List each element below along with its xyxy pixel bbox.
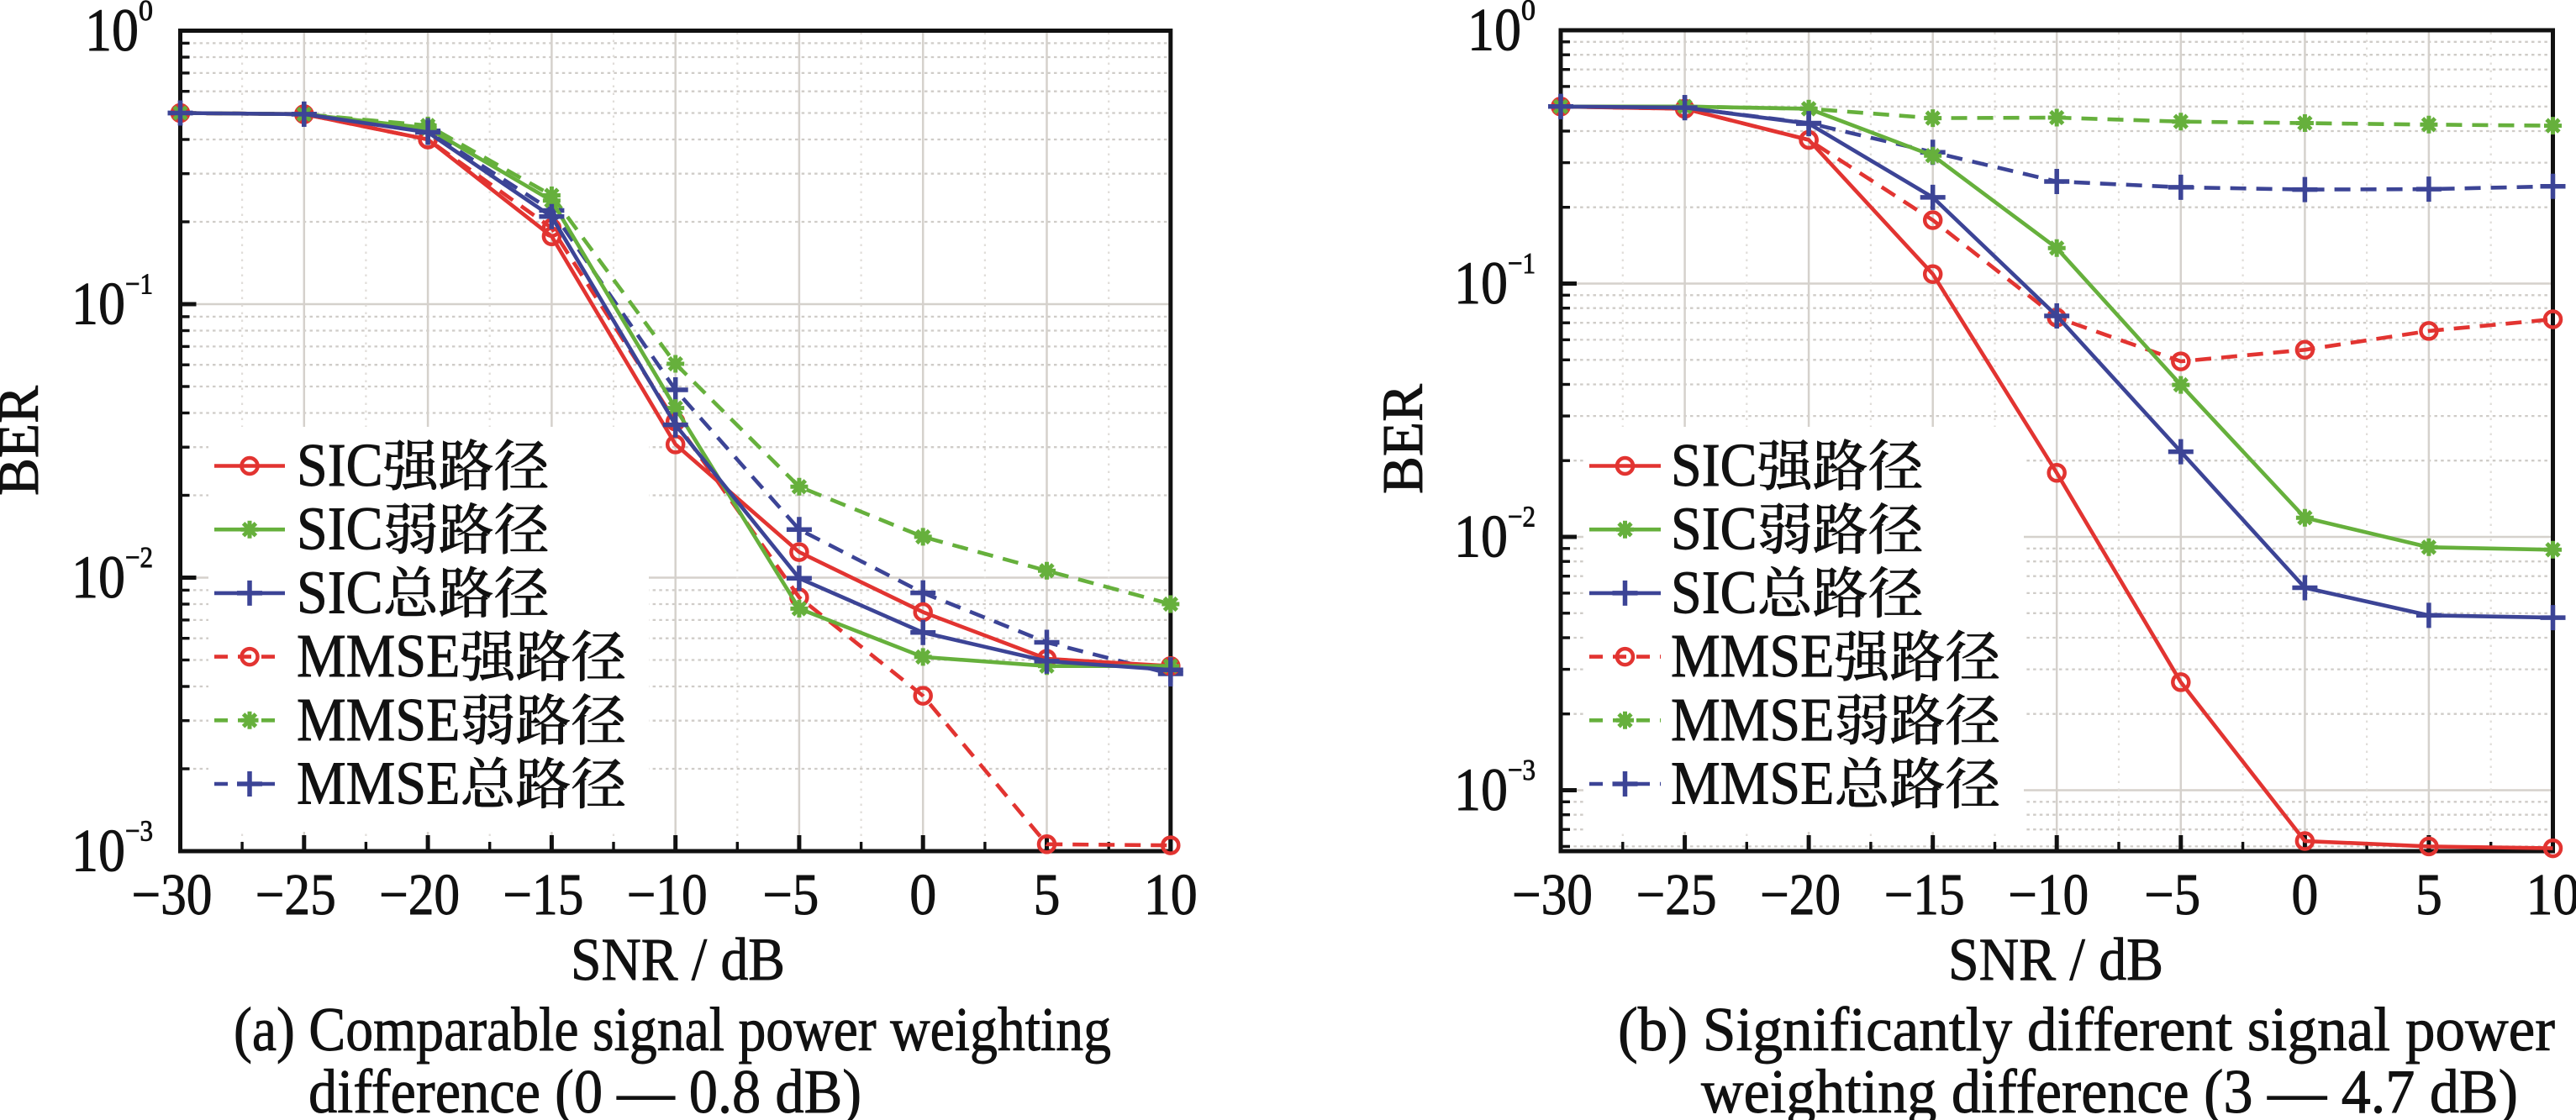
svg-text:BER: BER (1371, 384, 1435, 494)
svg-text:10: 10 (71, 544, 125, 611)
svg-text:5: 5 (2415, 863, 2442, 928)
svg-text:−20: −20 (1760, 863, 1841, 928)
svg-text:0: 0 (2291, 863, 2318, 928)
svg-text:MMSE: MMSE (1671, 749, 1834, 818)
svg-text:10: 10 (85, 0, 139, 64)
svg-text:0: 0 (1521, 0, 1536, 27)
svg-text:MMSE: MMSE (297, 686, 460, 754)
svg-text:SNR / dB: SNR / dB (571, 926, 785, 993)
svg-text:MMSE: MMSE (297, 749, 460, 818)
svg-text:10: 10 (1454, 250, 1508, 317)
svg-text:−1: −1 (125, 268, 153, 301)
svg-text:−25: −25 (255, 863, 336, 928)
svg-text:BER: BER (0, 386, 50, 496)
svg-text:10: 10 (1467, 0, 1521, 64)
svg-text:5: 5 (1034, 863, 1061, 928)
svg-text:(b) Significantly different si: (b) Significantly different signal power (1618, 996, 2555, 1065)
svg-text:MMSE: MMSE (297, 622, 460, 690)
svg-text:−1: −1 (1508, 247, 1536, 280)
svg-text:−15: −15 (503, 863, 583, 928)
svg-text:SIC: SIC (1671, 495, 1757, 563)
svg-text:SIC: SIC (297, 558, 383, 626)
svg-text:−30: −30 (1512, 863, 1593, 928)
svg-text:−20: −20 (379, 863, 460, 928)
svg-text:−30: −30 (132, 863, 213, 928)
svg-text:MMSE: MMSE (1671, 686, 1834, 754)
svg-text:0: 0 (909, 863, 936, 928)
svg-text:SIC: SIC (297, 431, 383, 499)
svg-text:−2: −2 (1508, 501, 1536, 534)
svg-text:10: 10 (2526, 863, 2576, 928)
svg-text:MMSE: MMSE (1671, 622, 1834, 690)
svg-text:weighting difference (3 — 4.7: weighting difference (3 — 4.7 dB) (1701, 1058, 2518, 1120)
svg-text:−3: −3 (1508, 754, 1536, 786)
svg-text:(a) Comparable signal power we: (a) Comparable signal power weighting (234, 996, 1111, 1065)
svg-text:10: 10 (71, 271, 125, 338)
svg-text:−15: −15 (1884, 863, 1965, 928)
svg-text:10: 10 (71, 818, 125, 885)
svg-text:−5: −5 (2144, 863, 2200, 928)
svg-text:−2: −2 (125, 541, 153, 574)
svg-text:difference (0 — 0.8 dB): difference (0 — 0.8 dB) (308, 1058, 861, 1120)
svg-text:SIC: SIC (297, 495, 383, 563)
svg-text:−10: −10 (627, 863, 708, 928)
svg-text:−3: −3 (125, 815, 153, 848)
svg-text:−5: −5 (762, 863, 819, 928)
svg-text:SIC: SIC (1671, 431, 1757, 499)
svg-text:10: 10 (1454, 756, 1508, 823)
svg-text:−25: −25 (1636, 863, 1717, 928)
svg-text:10: 10 (1144, 863, 1198, 928)
svg-text:SNR / dB: SNR / dB (1948, 926, 2163, 993)
svg-text:10: 10 (1454, 503, 1508, 571)
svg-text:0: 0 (139, 0, 153, 27)
svg-text:SIC: SIC (1671, 558, 1757, 626)
svg-text:−10: −10 (2008, 863, 2089, 928)
